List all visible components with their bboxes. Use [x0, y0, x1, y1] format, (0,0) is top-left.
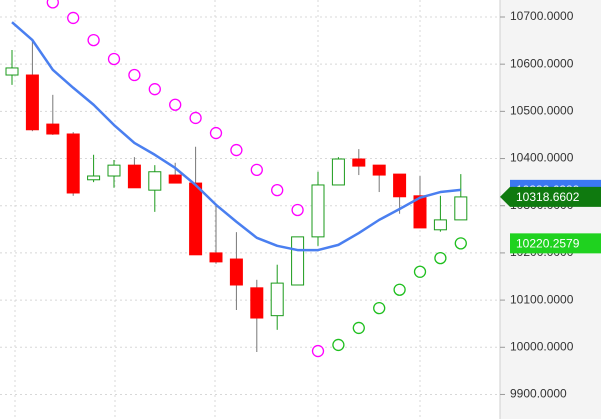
candle-body [46, 123, 60, 135]
sar-dot [209, 126, 223, 140]
sar-dot [434, 251, 447, 265]
candle-body [87, 175, 101, 181]
sar-dot [393, 283, 406, 296]
price-marker-box [500, 186, 601, 207]
candle-body [25, 74, 39, 131]
y-tick-label: 10100.0000 [510, 292, 574, 306]
candle-body [229, 258, 243, 286]
moving-average-line [11, 21, 461, 252]
y-tick-label: 10000.0000 [510, 339, 574, 353]
sar-dot [46, 0, 59, 9]
y-tick-label: 10500.0000 [510, 104, 574, 118]
candle-body [66, 133, 80, 194]
y-tick-label: 10400.0000 [510, 151, 574, 165]
candle-body [189, 182, 203, 256]
sar-dot [169, 98, 182, 111]
candle-body [168, 174, 182, 184]
price-marker-box [510, 233, 601, 254]
sar-dot [352, 321, 365, 335]
sar-dot [250, 163, 263, 177]
candle-body [209, 252, 223, 263]
y-tick-label: 10600.0000 [510, 56, 574, 70]
sar-dot [311, 344, 325, 358]
sar-dot [67, 11, 80, 25]
y-tick-label: 10700.0000 [510, 9, 574, 23]
candle-body [413, 195, 427, 229]
candle-body [393, 173, 407, 198]
candle-body [352, 158, 366, 167]
sar-dot [128, 68, 141, 82]
candle-body [270, 282, 284, 317]
sar-dot [454, 237, 467, 250]
price-marker: 10318.6602 [500, 186, 601, 207]
price-axis-panel [500, 0, 601, 419]
candle-body [127, 164, 141, 189]
candle-body [291, 236, 305, 286]
candle-body [433, 219, 447, 231]
candle-body [250, 287, 264, 319]
sar-dot [189, 111, 202, 125]
sar-dot [332, 338, 345, 352]
sar-dot [271, 184, 284, 197]
candle-body [5, 67, 19, 76]
sar-dot [373, 301, 386, 315]
candle-body [107, 164, 121, 177]
price-marker-label: 10318.6602 [516, 190, 580, 204]
sar-dot [413, 265, 427, 278]
candle-body [148, 171, 162, 191]
sar-dot [87, 33, 100, 47]
y-tick-label: 9900.0000 [510, 387, 567, 401]
sar-dot [148, 83, 161, 96]
sar-dot [291, 203, 304, 217]
candle-body [331, 158, 345, 186]
candle-body [454, 196, 468, 221]
sar-dot [230, 143, 243, 157]
candle-body [311, 184, 325, 238]
candle-body [372, 164, 386, 176]
price-marker: 10220.2579 [510, 233, 601, 254]
price-marker-label: 10220.2579 [516, 237, 580, 251]
sar-dot [107, 52, 121, 66]
